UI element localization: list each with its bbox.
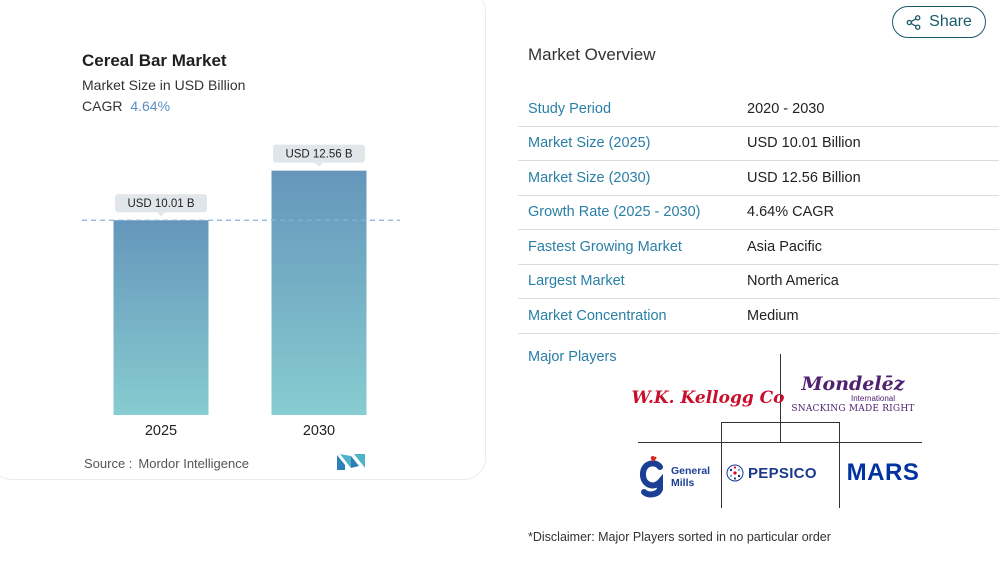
overview-label: Largest Market <box>528 273 625 290</box>
source-line: Source : Mordor Intelligence <box>84 456 249 471</box>
mordor-logo-icon <box>337 454 365 470</box>
overview-row: Market Concentration Medium <box>518 299 999 334</box>
overview-value: 2020 - 2030 <box>747 100 825 117</box>
overview-label: Market Size (2025) <box>528 135 651 152</box>
x-tick-label: 2025 <box>145 423 177 439</box>
disclaimer: *Disclaimer: Major Players sorted in no … <box>528 530 831 544</box>
overview-title: Market Overview <box>528 45 656 64</box>
overview-row: Largest Market North America <box>518 265 999 299</box>
general-mills-text: General Mills <box>671 465 710 489</box>
mondelez-sub2: SNACKING MADE RIGHT <box>791 404 915 414</box>
overview-row: Market Size (2030) USD 12.56 Billion <box>518 161 999 196</box>
bar-chart: USD 10.01 B 2025 USD 12.56 B 2030 <box>82 144 400 439</box>
general-mills-logo: General Mills <box>638 454 718 500</box>
overview-value: Medium <box>747 307 799 324</box>
mondelez-logo: Mondelēz International SNACKING MADE RIG… <box>788 374 918 420</box>
chart-title: Cereal Bar Market <box>82 51 227 70</box>
cagr-value: 4.64% <box>130 98 171 114</box>
data-label: USD 10.01 B <box>127 198 194 210</box>
overview-row: Growth Rate (2025 - 2030) 4.64% CAGR <box>518 196 999 230</box>
data-label-bg <box>273 144 365 163</box>
overview-value: USD 12.56 Billion <box>747 169 861 186</box>
mars-logo-text: MARS <box>846 459 920 486</box>
pepsico-logo-text: PEPSICO <box>748 464 817 482</box>
general-mills-g-icon <box>640 455 663 498</box>
overview-label: Study Period <box>528 100 612 117</box>
data-label-pointer <box>157 212 165 217</box>
chart-subtitle: Market Size in USD Billion <box>82 77 246 93</box>
x-tick-label: 2030 <box>303 423 335 439</box>
overview-label: Fastest Growing Market <box>528 238 682 255</box>
overview-value: North America <box>747 273 839 290</box>
cagr-label: CAGR <box>82 98 123 114</box>
chart-card <box>0 0 486 480</box>
source-value: Mordor Intelligence <box>138 456 249 471</box>
data-label: USD 12.56 B <box>285 149 352 161</box>
overview-value: Asia Pacific <box>747 238 822 255</box>
data-label-bg <box>115 194 207 213</box>
overview-value: USD 10.01 Billion <box>747 135 861 152</box>
overview-row: Fastest Growing Market Asia Pacific <box>518 230 999 265</box>
overview-table: Study Period 2020 - 2030 Market Size (20… <box>518 92 999 334</box>
logo-divider <box>638 442 922 443</box>
pepsico-globe-icon <box>726 464 744 482</box>
logo-divider <box>839 422 840 508</box>
general-mills-text1: General <box>671 465 711 477</box>
mondelez-logo-text: Mondelēz <box>801 373 905 395</box>
mondelez-sub1: International <box>850 394 896 403</box>
share-icon <box>906 14 921 30</box>
overview-label: Market Size (2030) <box>528 169 651 186</box>
kellogg-logo: W.K. Kellogg Co <box>632 380 785 416</box>
logo-divider <box>721 422 722 508</box>
overview-value: 4.64% CAGR <box>747 204 835 221</box>
data-label-pointer <box>315 162 323 167</box>
players-logo-grid: W.K. Kellogg Co Mondelēz International S… <box>632 354 922 508</box>
major-players-title: Major Players <box>528 349 617 365</box>
share-button[interactable]: Share <box>892 6 986 38</box>
overview-label: Growth Rate (2025 - 2030) <box>528 204 701 221</box>
source-label: Source : <box>84 456 133 471</box>
bar-2030 <box>271 170 367 415</box>
bar-2025 <box>113 220 209 415</box>
mars-logo: MARS <box>844 458 922 488</box>
logo-divider <box>721 422 839 423</box>
overview-label: Market Concentration <box>528 307 667 324</box>
kellogg-logo-text: W.K. Kellogg Co <box>631 388 785 408</box>
overview-row: Study Period 2020 - 2030 <box>518 92 999 127</box>
share-label: Share <box>929 13 972 30</box>
general-mills-text2: Mills <box>671 477 695 489</box>
pepsico-logo: PEPSICO <box>726 458 836 488</box>
cagr-row: CAGR 4.64% <box>82 98 170 114</box>
overview-row: Market Size (2025) USD 10.01 Billion <box>518 127 999 161</box>
logo-divider <box>780 354 781 442</box>
